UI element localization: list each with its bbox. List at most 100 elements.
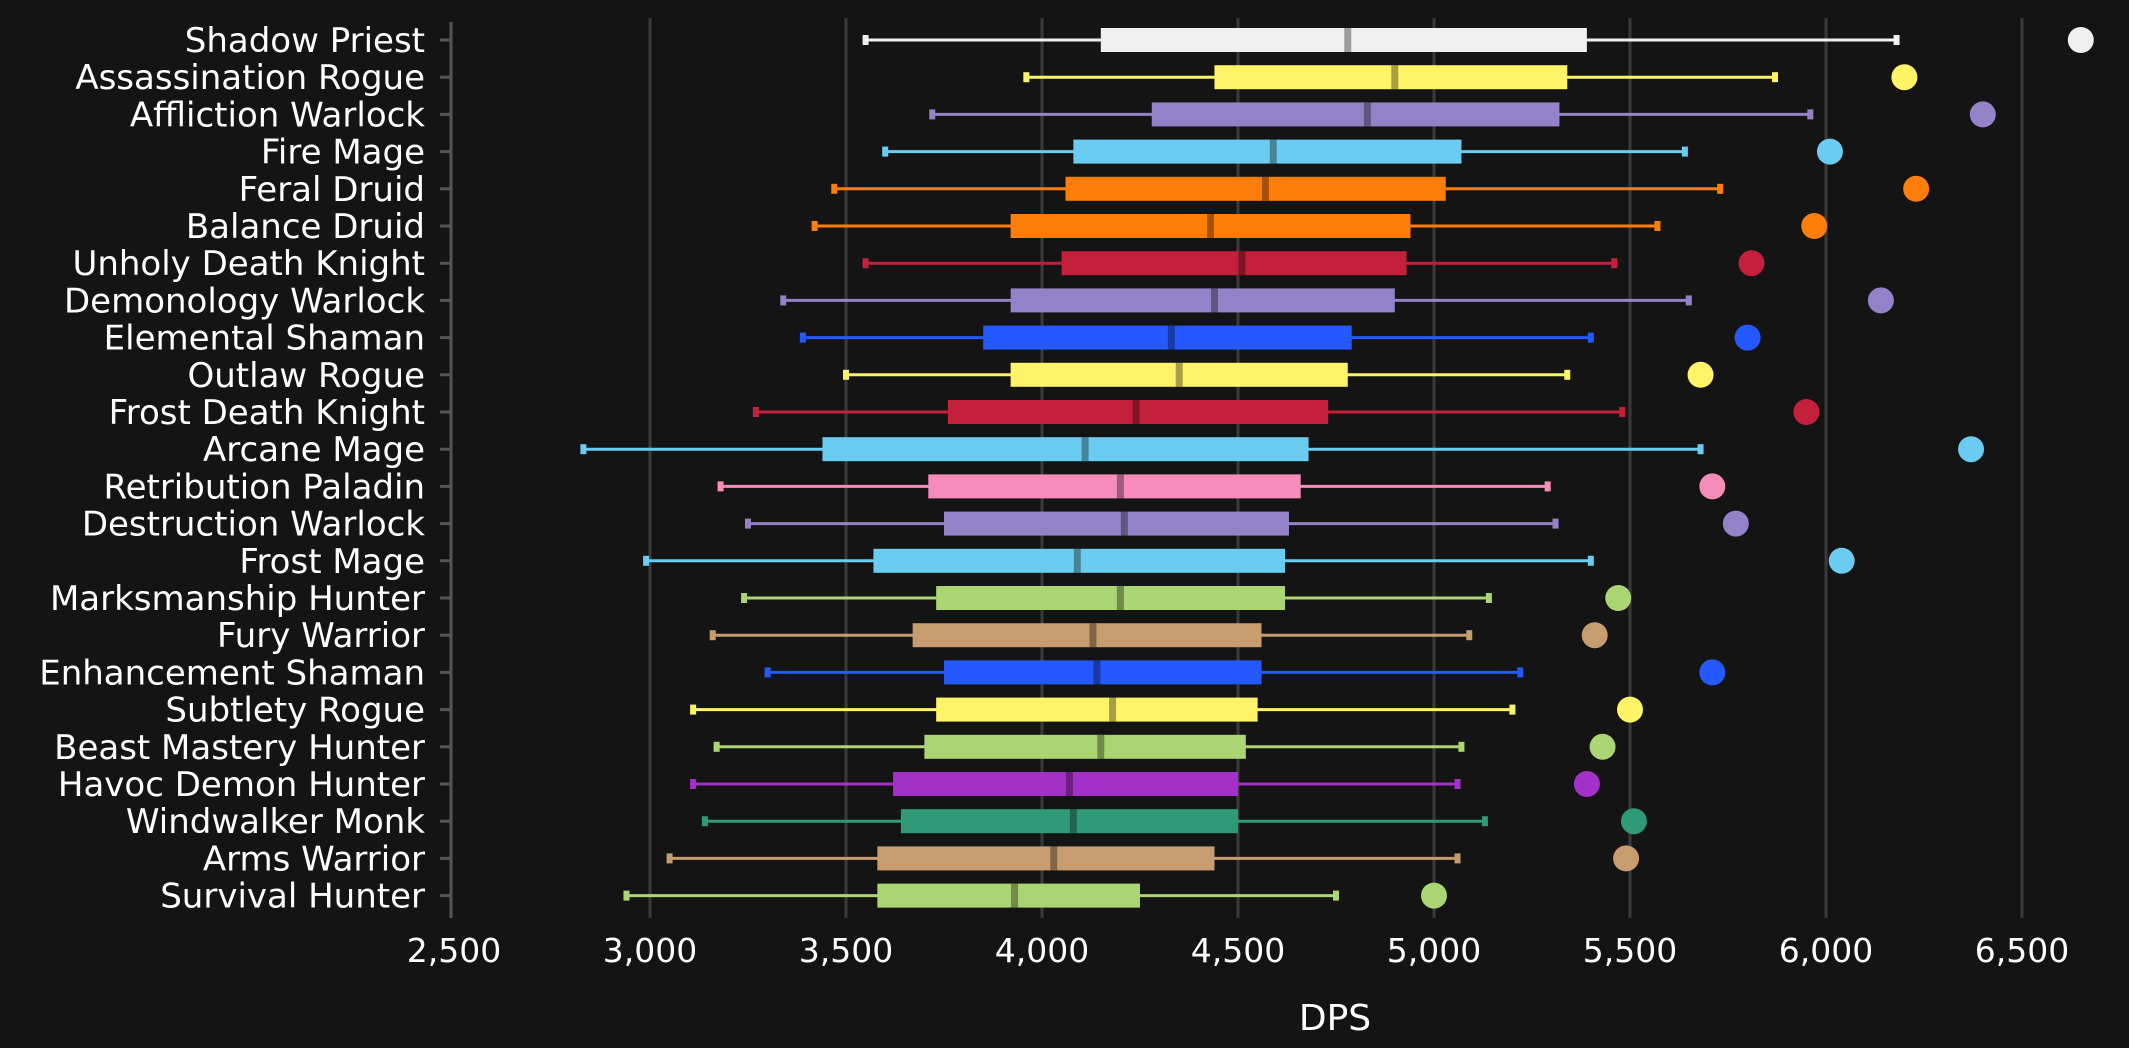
box-group (690, 696, 1643, 723)
whisker-min-cap (862, 35, 869, 45)
box-group (764, 659, 1726, 686)
category-label: Survival Hunter (160, 877, 425, 917)
whisker-min-cap (929, 109, 936, 120)
median-marker (1175, 362, 1183, 387)
iqr-box (873, 548, 1286, 573)
whisker-min-cap (717, 481, 724, 492)
box-group (752, 399, 1820, 425)
median-marker (1050, 846, 1058, 871)
outlier-point (1722, 510, 1749, 537)
whisker-max-cap (1587, 332, 1594, 343)
median-marker (1073, 548, 1081, 573)
whisker-min-cap (764, 667, 771, 678)
box-group (780, 287, 1894, 314)
whisker-min-cap (690, 779, 697, 789)
median-marker (1238, 251, 1246, 276)
iqr-box (924, 734, 1246, 759)
whisker-min-cap (623, 890, 630, 901)
box-group (741, 585, 1632, 611)
whisker-min-cap (666, 853, 673, 864)
x-tick-label: 3,000 (603, 931, 697, 970)
iqr-box (877, 883, 1140, 908)
box-group (717, 473, 1726, 500)
box-group (580, 436, 1985, 463)
iqr-box (983, 325, 1352, 350)
iqr-box (936, 697, 1258, 722)
whisker-max-cap (1893, 35, 1900, 45)
whisker-max-cap (1544, 481, 1551, 492)
whisker-max-cap (1611, 258, 1618, 269)
whisker-max-cap (1454, 853, 1461, 864)
iqr-box (822, 437, 1309, 462)
iqr-box (1151, 102, 1560, 127)
whisker-max-cap (1458, 741, 1465, 752)
whisker-min-cap (690, 704, 697, 715)
iqr-box (1010, 214, 1411, 238)
whisker-min-cap (741, 593, 748, 603)
outlier-point (1589, 733, 1616, 760)
category-label: Subtlety Rogue (165, 691, 425, 731)
whisker-min-cap (752, 407, 759, 417)
iqr-box (893, 772, 1238, 796)
category-label: Elemental Shaman (104, 319, 425, 359)
median-marker (1116, 474, 1124, 499)
whisker-max-cap (1807, 109, 1814, 120)
median-marker (1207, 214, 1215, 238)
whisker-max-cap (1333, 890, 1339, 901)
box-group (709, 622, 1608, 649)
median-marker (1011, 883, 1019, 908)
iqr-box (1073, 139, 1462, 164)
box-group (1023, 64, 1918, 91)
box-group (862, 250, 1765, 277)
whisker-min-cap (811, 221, 818, 231)
outlier-point (1738, 250, 1765, 277)
median-marker (1210, 288, 1218, 313)
whisker-max-cap (1587, 555, 1594, 566)
outlier-point (1687, 361, 1714, 388)
category-label: Havoc Demon Hunter (58, 765, 425, 805)
x-tick-label: 4,000 (995, 931, 1089, 970)
iqr-box (944, 511, 1289, 536)
box-group (623, 882, 1447, 909)
iqr-box (912, 623, 1262, 648)
outlier-point (1891, 64, 1918, 91)
whisker-max-cap (1619, 407, 1626, 417)
category-label: Arms Warrior (203, 839, 425, 879)
category-label: Demonology Warlock (64, 281, 425, 321)
whisker-min-cap (799, 332, 806, 343)
iqr-box (944, 660, 1262, 685)
box-group (882, 138, 1843, 165)
whisker-max-cap (1697, 444, 1704, 455)
median-marker (1081, 437, 1089, 462)
outlier-point (1828, 547, 1855, 574)
x-tick-label: 5,000 (1387, 931, 1481, 970)
outlier-point (2067, 27, 2094, 53)
box-group (713, 733, 1616, 760)
whisker-min-cap (580, 444, 587, 455)
whisker-max-cap (1509, 704, 1516, 715)
box-group (843, 361, 1714, 388)
category-label: Enhancement Shaman (39, 653, 425, 693)
whisker-min-cap (831, 183, 838, 194)
outlier-point (1867, 287, 1894, 314)
box-group (799, 324, 1761, 351)
outlier-point (1969, 101, 1996, 128)
median-marker (1269, 139, 1277, 164)
outlier-point (1793, 399, 1820, 425)
category-label: Outlaw Rogue (188, 356, 426, 396)
category-label: Balance Druid (186, 207, 425, 247)
whisker-min-cap (843, 369, 849, 380)
category-label: Unholy Death Knight (72, 244, 425, 284)
median-marker (1120, 511, 1128, 536)
outlier-point (1699, 659, 1726, 686)
iqr-box (1100, 28, 1587, 52)
x-tick-label: 2,500 (407, 931, 501, 970)
iqr-box (1010, 362, 1348, 387)
whisker-min-cap (882, 146, 889, 157)
median-marker (1069, 809, 1077, 834)
whisker-max-cap (1454, 779, 1461, 789)
outlier-point (1620, 808, 1647, 835)
category-label: Assassination Rogue (75, 58, 425, 98)
category-label: Destruction Warlock (82, 505, 425, 545)
